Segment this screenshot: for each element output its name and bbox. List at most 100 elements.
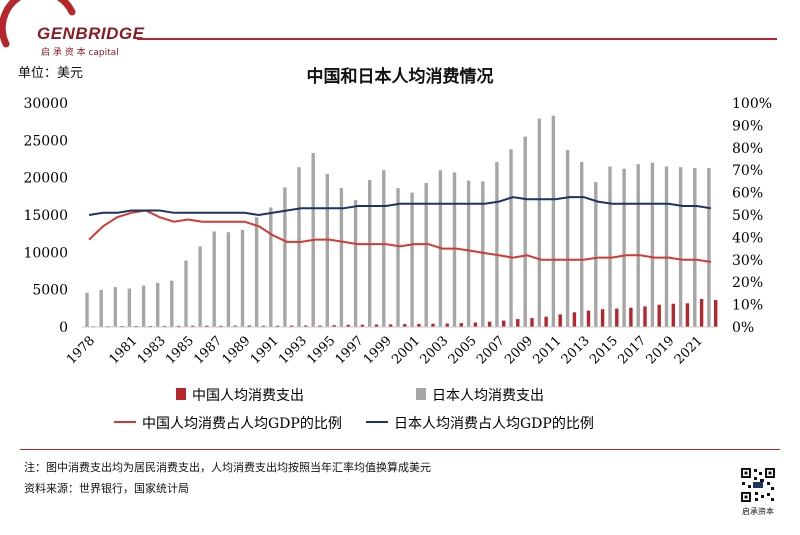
japan-consumption-bar (523, 136, 527, 327)
japan-consumption-bar (664, 166, 669, 327)
china-consumption-bar (502, 320, 506, 327)
x-tick-label: 2021 (672, 333, 706, 367)
china-consumption-bar (671, 303, 675, 327)
x-tick-label: 1981 (107, 333, 141, 367)
x-tick-label: 1978 (64, 333, 98, 367)
footnote: 注：图中消费支出均为居民消费支出，人均消费支出均按照当年汇率均值换算成美元 (24, 461, 431, 474)
x-tick-label: 1997 (333, 333, 367, 367)
x-tick-label: 2017 (615, 333, 649, 367)
china-consumption-bar (459, 323, 463, 327)
japan-consumption-bar (240, 229, 245, 327)
x-tick-label: 2013 (559, 333, 593, 367)
y-right-tick-label: 0% (732, 320, 754, 336)
japan-consumption-bar (509, 149, 513, 327)
y-left-tick-label: 5000 (32, 283, 68, 299)
china-consumption-bar (487, 321, 492, 327)
japan-consumption-bar (452, 172, 457, 327)
china-consumption-bar (714, 300, 718, 327)
japan-consumption-bar (353, 200, 358, 327)
japan-consumption-bar (580, 162, 584, 327)
japan-consumption-bar (650, 162, 655, 327)
japan-consumption-bar (254, 217, 259, 327)
china-ratio-line (88, 209, 712, 263)
x-tick-label: 2011 (531, 333, 565, 367)
x-tick-label: 2015 (587, 333, 621, 367)
y-right-tick-label: 100% (732, 96, 772, 112)
japan-consumption-bar (226, 232, 231, 327)
china-consumption-bar (219, 325, 223, 327)
y-left-tick-label: 15000 (23, 208, 68, 224)
japan-consumption-bar (382, 170, 386, 327)
y-left-tick-label: 10000 (23, 245, 68, 261)
y-right-tick-label: 40% (732, 230, 763, 246)
source-note: 资料来源：世界银行，国家统计局 (24, 482, 189, 495)
legend-swatch (176, 388, 186, 400)
unit-label: 单位：美元 (18, 66, 84, 81)
qr-code-icon (740, 467, 776, 503)
x-tick-label: 1989 (220, 333, 254, 367)
china-consumption-bar (530, 318, 534, 327)
china-consumption-bar (304, 325, 308, 327)
china-consumption-bar (544, 316, 548, 327)
y-right-tick-label: 20% (732, 275, 763, 291)
x-tick-label: 2001 (389, 333, 423, 367)
legend-label: 中国人均消费支出 (192, 388, 304, 404)
y-right-tick-label: 30% (732, 253, 763, 269)
x-tick-label: 2019 (644, 333, 678, 367)
japan-consumption-bar (396, 188, 400, 327)
japan-consumption-bar (636, 164, 640, 327)
china-consumption-bar (162, 325, 167, 327)
brand-arc-logo (0, 0, 76, 48)
china-consumption-bar (431, 323, 435, 327)
x-tick-label: 1983 (135, 333, 169, 367)
y-left-tick-label: 0 (59, 320, 68, 336)
legend-swatch (416, 388, 426, 400)
china-consumption-bar (233, 325, 237, 327)
china-consumption-bar (558, 314, 562, 327)
x-tick-label: 1993 (276, 333, 310, 367)
legend-label: 中国人均消费占人均GDP的比例 (142, 416, 342, 432)
china-consumption-bar (261, 325, 266, 327)
header-divider (137, 38, 777, 40)
china-consumption-bar (332, 325, 336, 327)
japan-consumption-bar (608, 166, 612, 327)
x-tick-label: 1987 (191, 333, 225, 367)
japan-consumption-bar (156, 282, 160, 327)
china-consumption-bar (600, 309, 605, 327)
footer-divider (20, 449, 780, 450)
y-left-tick-label: 25000 (23, 133, 68, 149)
x-tick-label: 2007 (474, 333, 508, 367)
brand-subtitle: 启 承 资 本 capital (41, 48, 119, 58)
y-right-tick-label: 80% (732, 141, 763, 157)
y-left-tick-label: 20000 (23, 171, 68, 187)
china-consumption-bar (417, 323, 421, 327)
y-left-tick-label: 30000 (23, 96, 68, 112)
china-consumption-bar (374, 324, 379, 327)
japan-consumption-bar (184, 260, 188, 327)
x-tick-label: 2005 (446, 333, 480, 367)
japan-consumption-bar (707, 168, 711, 327)
japan-consumption-bar (410, 192, 414, 327)
x-tick-label: 2009 (502, 333, 536, 367)
chart-title: 中国和日本人均消费情况 (306, 67, 494, 87)
japan-consumption-bar (551, 115, 556, 327)
china-consumption-bar (176, 325, 181, 327)
japan-consumption-bar (339, 188, 344, 327)
legend-label: 日本人均消费支出 (432, 388, 544, 404)
china-consumption-bar (685, 303, 690, 327)
china-consumption-bar (318, 325, 322, 327)
china-consumption-bar (205, 325, 209, 327)
china-consumption-bar (191, 325, 195, 327)
japan-consumption-bar (283, 187, 287, 327)
x-tick-label: 1991 (248, 333, 282, 367)
japan-consumption-bar (141, 285, 146, 327)
china-consumption-bar (346, 324, 350, 327)
japan-consumption-bar (198, 246, 202, 327)
china-consumption-bar (657, 304, 661, 327)
qr-label: 启承资本 (742, 507, 774, 516)
x-tick-label: 1985 (163, 333, 197, 367)
japan-consumption-bar (99, 290, 103, 327)
china-consumption-bar (699, 299, 704, 327)
china-consumption-bar (572, 312, 577, 327)
japan-consumption-bar (622, 168, 626, 327)
